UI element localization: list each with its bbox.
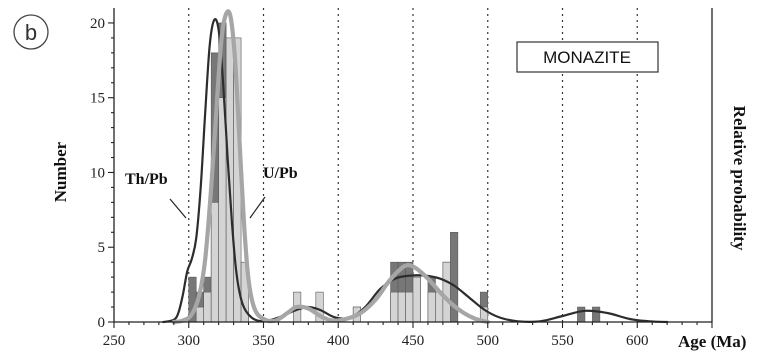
u-pb-probability-curve — [171, 9, 490, 325]
u-pb-bar-460 — [427, 291, 436, 323]
axes — [108, 8, 713, 328]
x-tick-label-450: 450 — [402, 333, 425, 349]
x-tick-label-300: 300 — [178, 333, 201, 349]
y-tick-label-5: 5 — [98, 240, 106, 256]
probability-curves — [162, 9, 669, 325]
x-axis-title: Age (Ma) — [678, 332, 746, 351]
y-tick-label-10: 10 — [90, 165, 105, 181]
u-pb-annotation: U/Pb — [263, 165, 298, 182]
th-pb-bar-560 — [577, 306, 586, 323]
mineral-label-box — [516, 41, 659, 73]
th-pb-annotation-leader — [169, 198, 187, 219]
th-pb-bar-570 — [592, 306, 601, 323]
vertical-gridlines — [188, 8, 638, 322]
x-tick-label-500: 500 — [477, 333, 500, 349]
y-tick-label-0: 0 — [98, 315, 106, 331]
x-tick-label-550: 550 — [551, 333, 574, 349]
tick-labels: 250 300 350 400 450 500 550 600 0 5 10 15 20 — [90, 16, 649, 349]
u-pb-bar-440 — [397, 291, 406, 323]
u-pb-bar-310 — [203, 291, 212, 323]
y-tick-label-20: 20 — [90, 16, 105, 32]
x-tick-label-600: 600 — [626, 333, 649, 349]
panel-label-circle — [13, 14, 49, 50]
u-pb-bar-435 — [390, 291, 399, 323]
x-tick-label-400: 400 — [327, 333, 350, 349]
panel-label: b — [25, 20, 37, 45]
y-axis-title: Number — [51, 141, 70, 202]
u-pb-bar-305 — [195, 306, 205, 323]
mineral-label: MONAZITE — [543, 48, 631, 67]
u-pb-bar-445 — [405, 291, 414, 323]
u-pb-bar-470 — [442, 261, 451, 323]
x-tick-label-250: 250 — [103, 333, 126, 349]
th-pb-annotation: Th/Pb — [125, 171, 168, 188]
y-tick-label-15: 15 — [90, 91, 105, 107]
u-pb-bar-450 — [412, 276, 421, 323]
x-tick-label-350: 350 — [252, 333, 275, 349]
u-pb-annotation-leader — [249, 196, 266, 219]
y2-axis-title: Relative probability — [730, 106, 749, 251]
u-pb-bar-315 — [210, 202, 219, 323]
